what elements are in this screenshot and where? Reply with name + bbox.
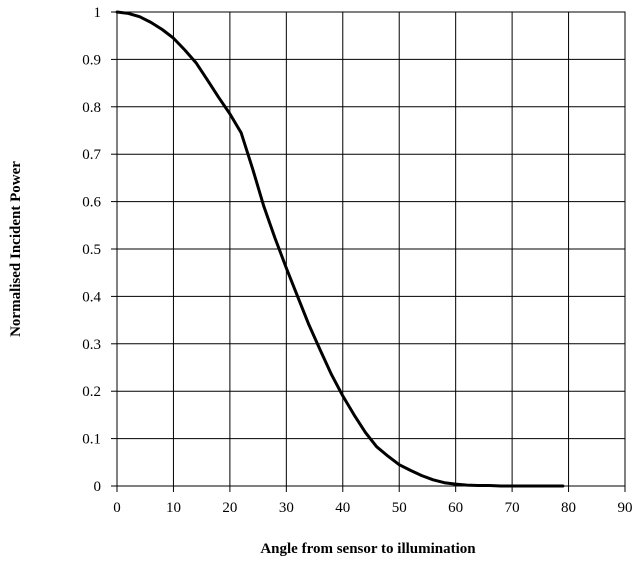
y-tick-label: 1	[94, 5, 102, 21]
series-line	[115, 10, 565, 488]
x-axis-ticks	[116, 486, 626, 492]
y-axis-title: Normalised Incident Power	[8, 161, 24, 337]
x-tick-label: 60	[448, 500, 463, 516]
x-tick-label: 40	[335, 500, 350, 516]
x-tick-label: 0	[113, 500, 121, 516]
x-tick-label: 80	[561, 500, 576, 516]
y-axis-ticks	[111, 11, 117, 487]
plot-frame	[116, 11, 626, 487]
y-tick-label: 0.1	[82, 432, 101, 448]
y-tick-label: 0.7	[82, 147, 101, 163]
x-tick-label: 50	[392, 500, 407, 516]
y-tick-labels: 0 0.1 0.2 0.3 0.4 0.5 0.6 0.7 0.8 0.9 1	[82, 5, 101, 495]
y-tick-label: 0.9	[82, 52, 101, 68]
y-tick-label: 0.5	[82, 242, 101, 258]
x-tick-label: 20	[222, 500, 237, 516]
x-tick-label: 70	[505, 500, 520, 516]
y-tick-label: 0.3	[82, 337, 101, 353]
y-tick-label: 0	[94, 479, 102, 495]
y-tick-label: 0.4	[82, 289, 101, 305]
x-tick-label: 30	[279, 500, 294, 516]
x-tick-labels: 0 10 20 30 40 50 60 70 80 90	[113, 500, 632, 516]
series-group	[115, 10, 565, 488]
x-tick-label: 90	[618, 500, 633, 516]
x-axis-title: Angle from sensor to illumination	[260, 541, 476, 557]
y-tick-label: 0.6	[82, 195, 101, 211]
y-tick-label: 0.8	[82, 100, 101, 116]
x-tick-label: 10	[166, 500, 181, 516]
y-tick-label: 0.2	[82, 384, 101, 400]
